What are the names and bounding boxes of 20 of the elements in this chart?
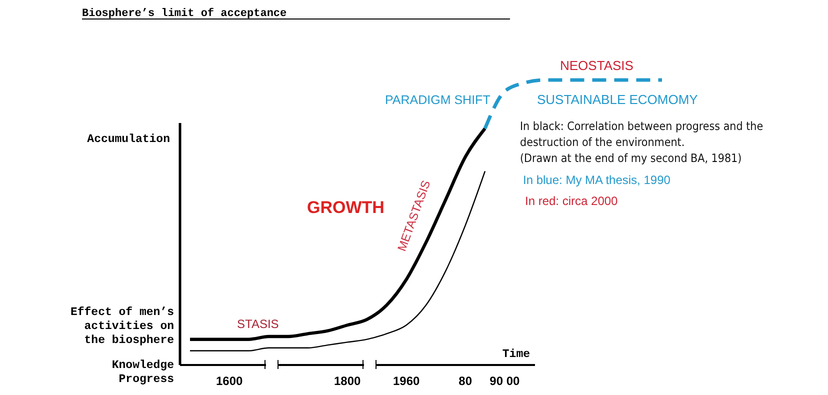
annotation: In black: Correlation between progress and the xyxy=(520,119,764,133)
x-tick-label: 80 xyxy=(458,374,472,388)
series-label: Effect of men’s activities on the biosphere xyxy=(70,306,174,347)
annotation: STASIS xyxy=(237,317,279,331)
annotation: In red: circa 2000 xyxy=(525,194,618,208)
x-tick-label: 1960 xyxy=(392,374,420,388)
annotation: (Drawn at the end of my second BA, 1981) xyxy=(520,151,742,165)
annotation: GROWTH xyxy=(307,198,384,217)
x-tick-label: 1800 xyxy=(334,374,362,388)
series-label: Knowledge Progress xyxy=(112,359,174,386)
annotation: PARADIGM SHIFT xyxy=(385,93,491,107)
chart-title: Biosphere’s limit of acceptance xyxy=(82,7,288,20)
y-axis-title: Accumulation xyxy=(87,133,170,146)
x-tick-label: 1600 xyxy=(216,374,244,388)
x-tick-label: 90 00 xyxy=(490,374,520,388)
x-axis-title: Time xyxy=(502,348,530,361)
text: NEOSTASIS xyxy=(560,58,634,73)
annotation: In blue: My MA thesis, 1990 xyxy=(523,173,671,187)
annotation: destruction of the environment. xyxy=(520,135,685,149)
annotation: SUSTAINABLE ECOMOMY xyxy=(537,92,698,107)
